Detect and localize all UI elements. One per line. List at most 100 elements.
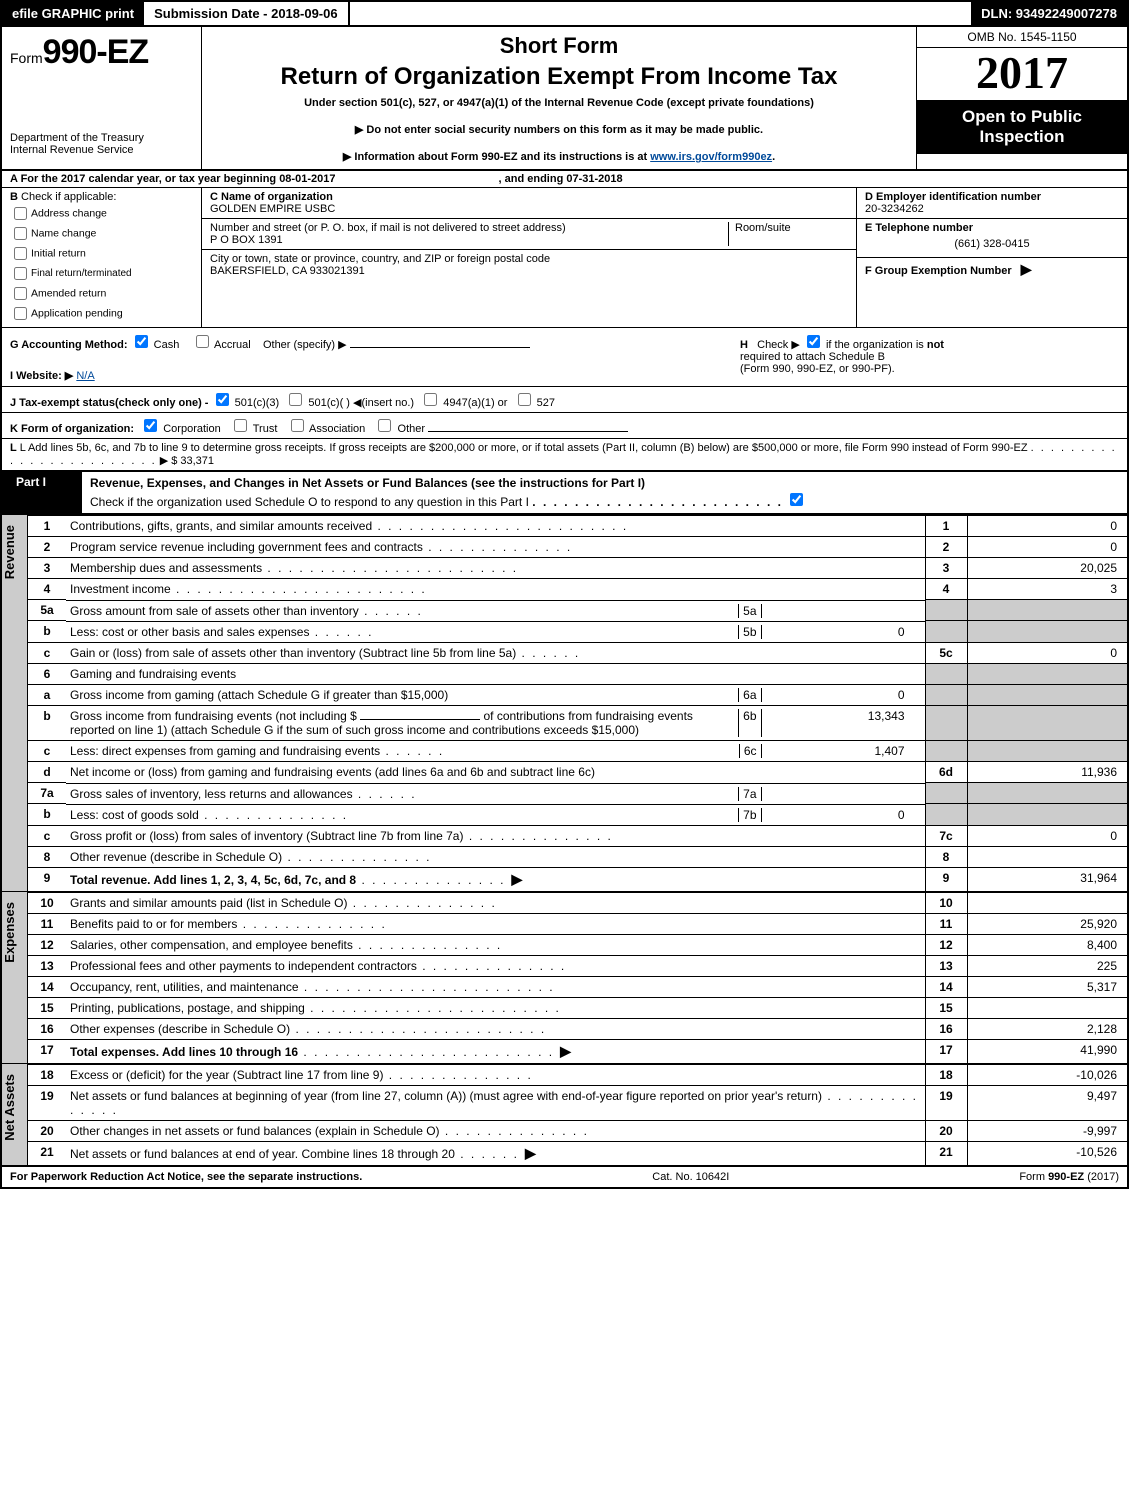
j-501c[interactable]: 501(c)( ) ◀(insert no.) (285, 397, 414, 409)
line-1-value: 0 (967, 516, 1127, 537)
line-6d-desc: Net income or (loss) from gaming and fun… (70, 765, 595, 779)
line-19-desc: Net assets or fund balances at beginning… (70, 1089, 822, 1103)
line-8-value (967, 846, 1127, 867)
k-label: K Form of organization: (10, 423, 134, 435)
form990ez-link[interactable]: www.irs.gov/form990ez (650, 151, 772, 163)
line-19: 19Net assets or fund balances at beginni… (28, 1085, 1127, 1120)
line-20-value: -9,997 (967, 1120, 1127, 1141)
under-section: Under section 501(c), 527, or 4947(a)(1)… (210, 97, 908, 109)
line-17-value: 41,990 (967, 1039, 1127, 1063)
line-5b: bLess: cost or other basis and sales exp… (28, 621, 1127, 643)
g-label: G Accounting Method: (10, 339, 128, 351)
line-20: 20Other changes in net assets or fund ba… (28, 1120, 1127, 1141)
room-label: Room/suite (735, 222, 791, 234)
f-arrow-icon: ▶ (1015, 261, 1038, 277)
part-i-checkbox[interactable] (790, 493, 803, 506)
chk-application-pending[interactable]: Application pending (10, 304, 193, 323)
line-18: 18Excess or (deficit) for the year (Subt… (28, 1064, 1127, 1085)
header-grid: Form990-EZ Department of the Treasury In… (2, 27, 1127, 171)
line-3: 3Membership dues and assessments320,025 (28, 558, 1127, 579)
j-501c3-label: 501(c)(3) (235, 397, 280, 409)
k-trust[interactable]: Trust (230, 423, 278, 435)
chk-final-return[interactable]: Final return/terminated (10, 264, 193, 283)
line-3-value: 20,025 (967, 558, 1127, 579)
line-14: 14Occupancy, rent, utilities, and mainte… (28, 976, 1127, 997)
line-14-value: 5,317 (967, 976, 1127, 997)
short-form-title: Short Form (210, 33, 908, 59)
chk-address-change-label: Address change (31, 207, 107, 219)
line-5a: 5aGross amount from sale of assets other… (28, 600, 1127, 621)
line-21: 21Net assets or fund balances at end of … (28, 1141, 1127, 1165)
k-other[interactable]: Other (374, 423, 425, 435)
form-990ez-page: efile GRAPHIC print Submission Date - 20… (0, 0, 1129, 1189)
form-number: 990-EZ (43, 33, 149, 71)
line-11-desc: Benefits paid to or for members (70, 917, 237, 931)
chk-address-change[interactable]: Address change (10, 204, 193, 223)
form-prefix: Form (10, 50, 43, 66)
part-i-header: Part I Revenue, Expenses, and Changes in… (2, 471, 1127, 514)
form-reference: Form 990-EZ (2017) (1019, 1171, 1119, 1183)
line-5c-desc: Gain or (loss) from sale of assets other… (70, 646, 516, 660)
line-7c-value: 0 (967, 825, 1127, 846)
k-assoc[interactable]: Association (287, 423, 366, 435)
g-accrual-label: Accrual (214, 339, 251, 351)
chk-initial-label: Initial return (31, 247, 86, 259)
line-15-value (967, 997, 1127, 1018)
info-line: ▶ Information about Form 990-EZ and its … (210, 150, 908, 163)
chk-initial-return[interactable]: Initial return (10, 244, 193, 263)
line-6a-value: 0 (761, 688, 921, 702)
g-cash[interactable]: Cash (131, 339, 180, 351)
line-11: 11Benefits paid to or for members1125,92… (28, 913, 1127, 934)
org-name: GOLDEN EMPIRE USBC (210, 203, 335, 215)
line-6-desc: Gaming and fundraising events (66, 663, 925, 684)
g-accrual[interactable]: Accrual (192, 339, 251, 351)
line-6d-value: 11,936 (967, 762, 1127, 783)
chk-pending-label: Application pending (31, 307, 123, 319)
line-18-desc: Excess or (deficit) for the year (Subtra… (70, 1068, 383, 1082)
l-text: L Add lines 5b, 6c, and 7b to line 9 to … (20, 442, 1028, 454)
dln-badge: DLN: 93492249007278 (971, 2, 1127, 25)
h-block: H Check ▶ if the organization is not req… (730, 332, 1119, 382)
line-16: 16Other expenses (describe in Schedule O… (28, 1018, 1127, 1039)
j-4947[interactable]: 4947(a)(1) or (420, 397, 507, 409)
k-corp[interactable]: Corporation (140, 423, 221, 435)
d-label: D Employer identification number (865, 191, 1041, 203)
h-text4: (Form 990, 990-EZ, or 990-PF). (740, 363, 895, 375)
line-7c-desc: Gross profit or (loss) from sales of inv… (70, 829, 463, 843)
chk-amended-return[interactable]: Amended return (10, 284, 193, 303)
line-12-desc: Salaries, other compensation, and employ… (70, 938, 353, 952)
h-checkbox[interactable] (807, 335, 820, 348)
line-6c: cLess: direct expenses from gaming and f… (28, 740, 1127, 762)
line-7a-desc: Gross sales of inventory, less returns a… (70, 787, 353, 801)
chk-name-change[interactable]: Name change (10, 224, 193, 243)
j-4947-label: 4947(a)(1) or (443, 397, 507, 409)
line-9-desc: Total revenue. Add lines 1, 2, 3, 4, 5c,… (70, 873, 356, 887)
catalog-number: Cat. No. 10642I (652, 1171, 729, 1183)
line-4: 4Investment income43 (28, 579, 1127, 600)
k-trust-label: Trust (253, 423, 278, 435)
line-7a: 7aGross sales of inventory, less returns… (28, 783, 1127, 804)
city-label: City or town, state or province, country… (210, 253, 550, 265)
j-501c3[interactable]: 501(c)(3) (212, 397, 280, 409)
j-527[interactable]: 527 (514, 397, 555, 409)
line-6c-desc: Less: direct expenses from gaming and fu… (70, 744, 380, 758)
h-check-text: Check ▶ (757, 339, 800, 351)
revenue-section: Revenue 1Contributions, gifts, grants, a… (2, 514, 1127, 891)
row-j: J Tax-exempt status(check only one) - 50… (2, 387, 1127, 413)
line-6b-value: 13,343 (761, 709, 921, 737)
h-not: not (927, 339, 944, 351)
right-entity-col: D Employer identification number 20-3234… (857, 188, 1127, 327)
line-6b-desc-a: Gross income from fundraising events (no… (70, 709, 360, 723)
revenue-side-label: Revenue (2, 515, 28, 891)
website-value[interactable]: N/A (76, 370, 94, 382)
line-9-value: 31,964 (967, 867, 1127, 891)
street-value: P O BOX 1391 (210, 234, 283, 246)
row-a: A For the 2017 calendar year, or tax yea… (2, 171, 1127, 188)
line-5b-desc: Less: cost or other basis and sales expe… (70, 625, 309, 639)
line-8-desc: Other revenue (describe in Schedule O) (70, 850, 282, 864)
line-1: 1Contributions, gifts, grants, and simil… (28, 516, 1127, 537)
omb-number: OMB No. 1545-1150 (917, 27, 1127, 48)
info-text-a: ▶ Information about Form 990-EZ and its … (343, 151, 650, 163)
line-4-value: 3 (967, 579, 1127, 600)
f-label: F Group Exemption Number (865, 265, 1012, 277)
